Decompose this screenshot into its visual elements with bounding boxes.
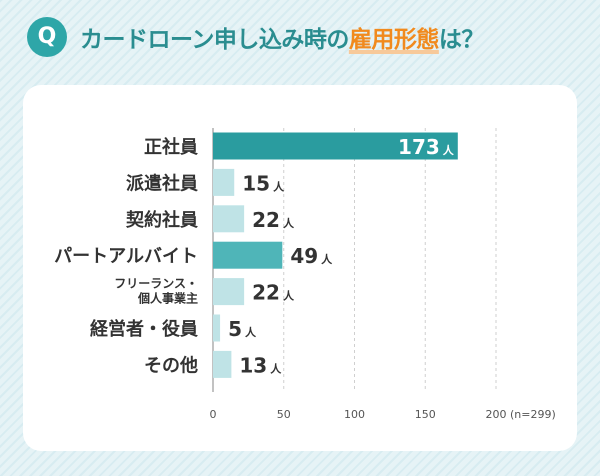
title-highlight: 雇用形態 bbox=[348, 27, 440, 53]
data-label: 15 人 bbox=[242, 171, 285, 195]
x-tick-label: 100 bbox=[344, 408, 365, 421]
category-label: パートアルバイト bbox=[54, 246, 198, 267]
bar bbox=[213, 132, 458, 160]
bar bbox=[213, 241, 283, 269]
bar bbox=[213, 350, 232, 378]
x-tick-label: 150 bbox=[415, 408, 436, 421]
bar bbox=[213, 278, 245, 306]
x-tick-label: 0 bbox=[210, 408, 217, 421]
page-title: カードローン申し込み時の雇用形態は？ bbox=[80, 20, 484, 54]
x-tick-label: 200 bbox=[486, 408, 507, 421]
bar bbox=[213, 168, 235, 196]
data-label: 173 人 bbox=[398, 135, 455, 159]
data-label: 22 人 bbox=[252, 281, 295, 305]
category-label: 契約社員 bbox=[125, 209, 198, 231]
sample-size-note: (n=299) bbox=[510, 408, 556, 421]
category-label: フリーランス・個人事業主 bbox=[114, 277, 198, 306]
x-tick-label: 50 bbox=[277, 408, 291, 421]
title-prefix: カードローン申し込み時の bbox=[80, 27, 349, 53]
bar bbox=[213, 205, 245, 233]
category-label: 経営者・役員 bbox=[90, 318, 198, 340]
category-label: その他 bbox=[144, 354, 198, 376]
category-label: 派遣社員 bbox=[126, 172, 198, 194]
data-label: 49 人 bbox=[290, 244, 333, 268]
category-label: 正社員 bbox=[144, 136, 198, 158]
bar bbox=[213, 314, 221, 342]
data-label: 13 人 bbox=[239, 353, 282, 377]
question-badge: Q bbox=[27, 17, 67, 57]
title-suffix: は？ bbox=[438, 27, 485, 53]
data-label: 22 人 bbox=[252, 208, 295, 232]
